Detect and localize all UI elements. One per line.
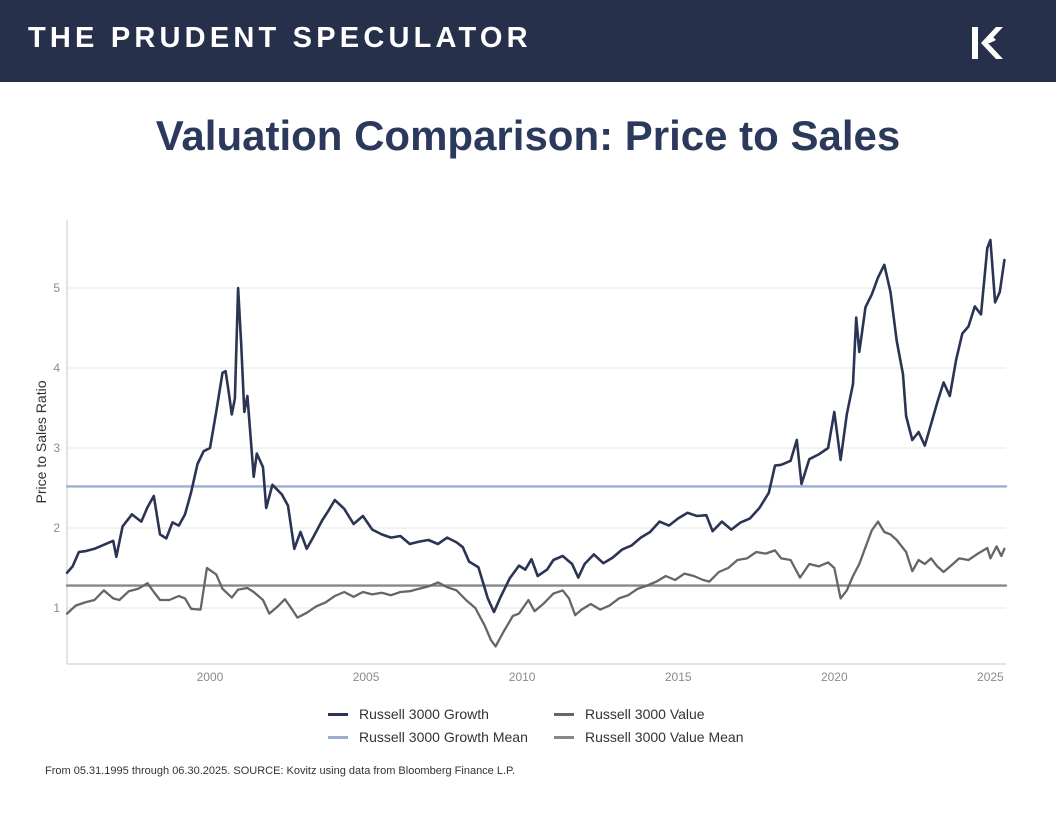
legend-label-growth-mean: Russell 3000 Growth Mean (359, 729, 528, 745)
legend-item-value: Russell 3000 Value (554, 706, 705, 722)
gridlines (67, 287, 1006, 609)
y-axis-label: Price to Sales Ratio (33, 380, 49, 503)
kovitz-k-logo-icon (972, 27, 1003, 59)
legend-swatch-value-mean (554, 735, 574, 739)
x-tick-label: 2000 (197, 670, 224, 684)
y-tick-label: 4 (53, 361, 60, 375)
legend-item-growth-mean: Russell 3000 Growth Mean (328, 729, 528, 745)
legend-swatch-value (554, 712, 574, 716)
legend-item-value-mean: Russell 3000 Value Mean (554, 729, 744, 745)
x-tick-label: 2020 (821, 670, 848, 684)
y-tick-labels: 1 2 3 4 5 (53, 281, 60, 615)
header-bar: THE PRUDENT SPECULATOR (0, 0, 1056, 82)
legend-label-growth: Russell 3000 Growth (359, 706, 489, 722)
x-tick-label: 2010 (509, 670, 536, 684)
y-tick-label: 1 (53, 601, 60, 615)
legend-swatch-growth-mean (328, 735, 348, 739)
series-line-growth (65, 238, 1006, 614)
source-note: From 05.31.1995 through 06.30.2025. SOUR… (45, 765, 516, 777)
series-layer (65, 238, 1008, 648)
y-tick-label: 5 (53, 281, 60, 295)
legend-label-value: Russell 3000 Value (585, 706, 705, 722)
page-title: Valuation Comparison: Price to Sales (155, 112, 901, 159)
x-tick-label: 2025 (977, 670, 1004, 684)
legend-label-value-mean: Russell 3000 Value Mean (585, 729, 744, 745)
x-tick-label: 2015 (665, 670, 692, 684)
brand-name: THE PRUDENT SPECULATOR (28, 22, 532, 54)
series-line-value (65, 520, 1006, 648)
x-tick-label: 2005 (353, 670, 380, 684)
y-tick-label: 3 (53, 441, 60, 455)
y-tick-label: 2 (53, 521, 60, 535)
legend-item-growth: Russell 3000 Growth (328, 706, 489, 722)
legend-swatch-growth (328, 712, 348, 716)
x-tick-labels: 2000 2005 2010 2015 2020 2025 (197, 670, 1004, 684)
